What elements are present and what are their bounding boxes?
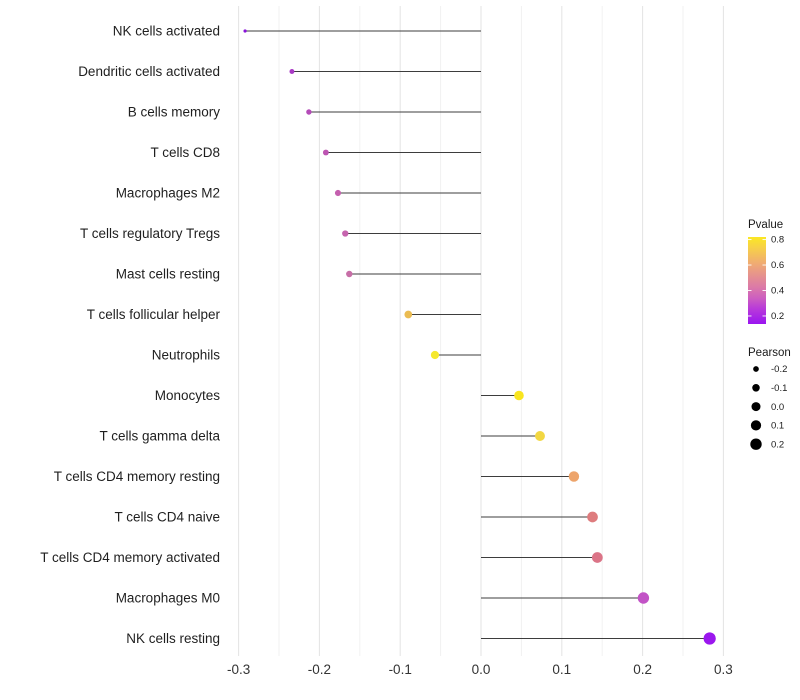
data-point	[637, 592, 650, 604]
pearson-size-label: 0.1	[771, 421, 784, 432]
x-axis-tick-label: -0.1	[389, 662, 412, 677]
pvalue-tick-label: 0.4	[771, 286, 784, 297]
x-axis-tick-label: 0.0	[472, 662, 491, 677]
data-point	[322, 149, 329, 156]
data-point	[514, 390, 524, 401]
y-axis-label: T cells CD4 memory activated	[40, 550, 220, 565]
y-axis-label: T cells CD4 naive	[114, 510, 220, 525]
x-axis-tick-label: -0.3	[227, 662, 250, 677]
y-axis-label: B cells memory	[128, 105, 221, 120]
pearson-size-dot	[752, 384, 760, 392]
y-axis-label: Macrophages M0	[116, 591, 220, 606]
data-point	[703, 632, 716, 645]
pvalue-colorbar	[748, 237, 766, 324]
data-point	[289, 69, 295, 74]
y-axis-label: Monocytes	[155, 388, 221, 403]
pearson-size-label: 0.2	[771, 439, 784, 450]
data-point	[430, 350, 440, 360]
pearson-size-label: 0.0	[771, 402, 784, 413]
pearson-size-dot	[750, 420, 762, 431]
y-axis-label: NK cells activated	[113, 24, 220, 39]
data-point	[404, 310, 413, 319]
data-point	[568, 471, 580, 482]
pearson-size-dot	[753, 366, 759, 372]
data-point	[346, 270, 353, 278]
x-axis-tick-label: 0.1	[552, 662, 571, 677]
x-axis-tick-label: -0.2	[308, 662, 331, 677]
data-point	[535, 431, 545, 441]
pearson-size-label: -0.1	[771, 383, 787, 394]
pearson-legend-title: Pearson	[748, 347, 791, 359]
y-axis-label: T cells CD8	[150, 145, 220, 160]
pearson-size-dot	[750, 438, 762, 450]
data-point	[243, 29, 247, 33]
y-axis-label: T cells regulatory Tregs	[80, 226, 220, 241]
y-axis-label: Neutrophils	[152, 348, 221, 363]
y-axis-label: Macrophages M2	[116, 186, 220, 201]
pvalue-tick-label: 0.6	[771, 260, 784, 271]
data-point	[591, 552, 603, 563]
y-axis-label: T cells gamma delta	[99, 429, 220, 444]
data-point	[306, 109, 312, 115]
y-axis-label: Mast cells resting	[116, 267, 220, 282]
pearson-size-dot	[751, 402, 761, 412]
y-axis-label: NK cells resting	[126, 631, 220, 646]
data-point	[587, 511, 598, 523]
pvalue-legend-title: Pvalue	[748, 219, 783, 231]
y-axis-label: T cells follicular helper	[87, 307, 221, 322]
pearson-size-label: -0.2	[771, 364, 787, 375]
data-point	[342, 230, 349, 237]
x-axis-tick-label: 0.3	[714, 662, 733, 677]
pvalue-tick-label: 0.8	[771, 235, 784, 246]
pvalue-tick-label: 0.2	[771, 311, 784, 322]
y-axis-label: T cells CD4 memory resting	[54, 469, 220, 484]
x-axis-tick-label: 0.2	[633, 662, 652, 677]
y-axis-label: Dendritic cells activated	[78, 64, 220, 79]
data-point	[334, 189, 342, 197]
